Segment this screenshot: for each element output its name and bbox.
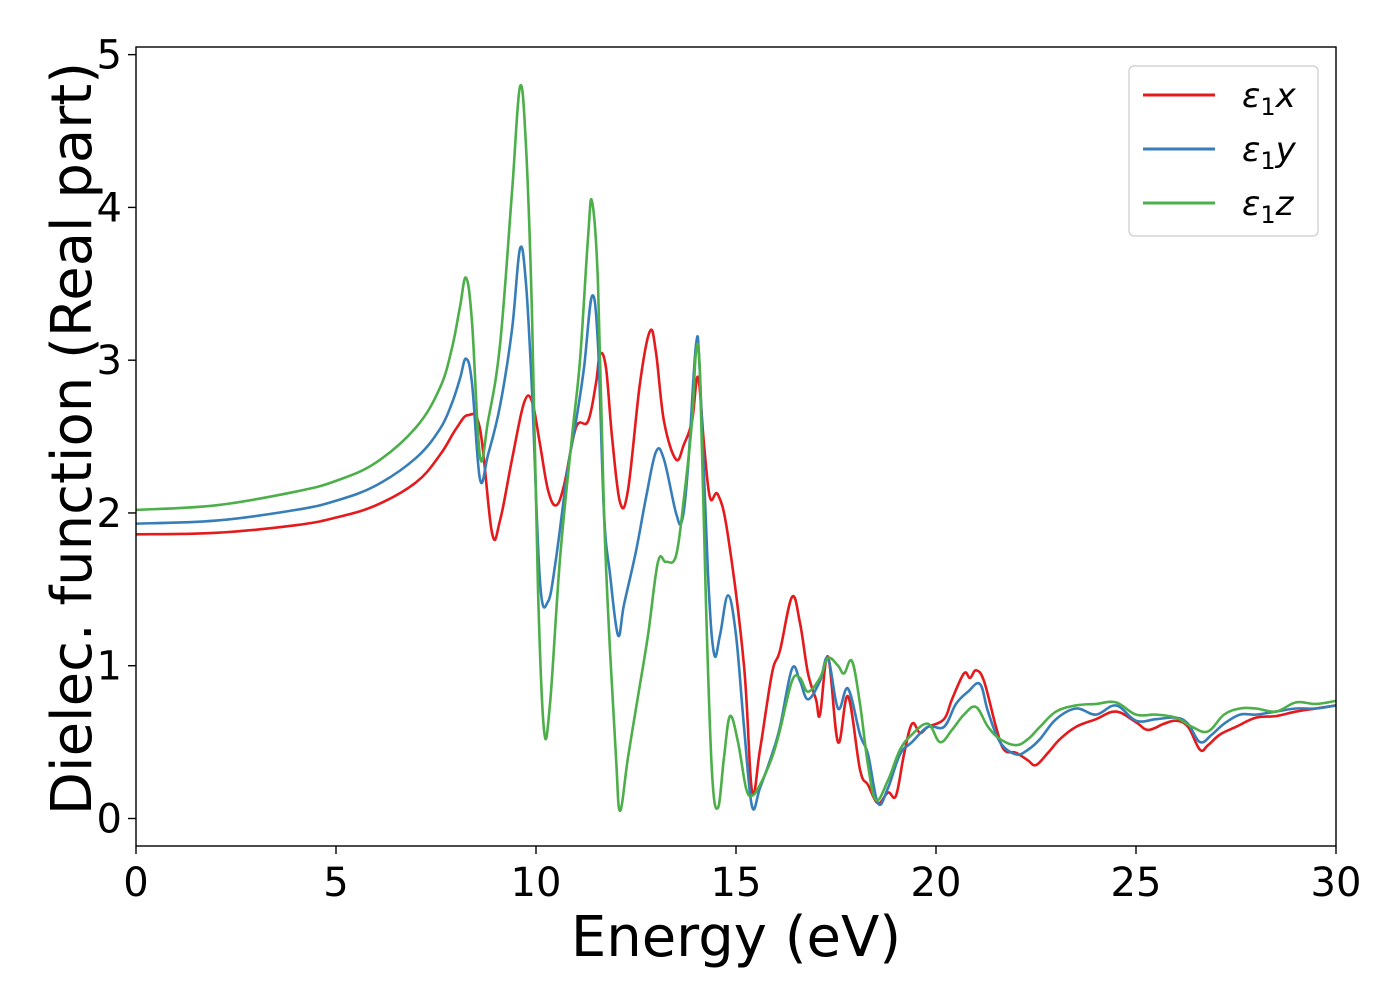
- legend-subscript: 1: [1260, 147, 1275, 175]
- legend-label-y: ε1y: [1242, 130, 1297, 175]
- y-tick-label: 0: [97, 797, 122, 843]
- y-tick-label: 1: [97, 644, 122, 690]
- legend-symbol: ε: [1242, 184, 1260, 224]
- series-line-y: [136, 245, 1336, 811]
- y-tick-label: 2: [97, 491, 122, 537]
- legend-symbol: ε: [1242, 76, 1260, 116]
- x-tick-label: 15: [711, 860, 762, 906]
- x-tick-label: 0: [123, 860, 148, 906]
- legend-variable: z: [1275, 184, 1295, 224]
- legend-label-z: ε1z: [1242, 184, 1295, 229]
- legend-subscript: 1: [1260, 201, 1275, 229]
- x-tick-label: 30: [1311, 860, 1362, 906]
- legend-label-x: ε1x: [1242, 76, 1297, 121]
- x-tick-label: 10: [511, 860, 562, 906]
- x-tick-label: 5: [323, 860, 348, 906]
- series-line-x: [136, 328, 1336, 805]
- y-tick-label: 4: [97, 185, 122, 231]
- x-tick-label: 25: [1111, 860, 1162, 906]
- y-tick-label: 5: [97, 33, 122, 79]
- series-line-z: [136, 83, 1336, 813]
- y-axis-label: Dielec. function (Real part): [40, 62, 105, 815]
- series-layer: [136, 83, 1336, 813]
- y-axis-ticks: 0 1 2 3 4 5: [97, 33, 136, 843]
- legend-variable: x: [1275, 76, 1297, 116]
- y-tick-label: 3: [97, 338, 122, 384]
- legend-subscript: 1: [1260, 93, 1275, 121]
- x-tick-label: 20: [911, 860, 962, 906]
- x-axis-label: Energy (eV): [571, 905, 901, 970]
- legend-box: [1128, 65, 1319, 237]
- legend-symbol: ε: [1242, 130, 1260, 170]
- x-axis-ticks: 0 5 10 15 20 25 30: [123, 846, 1361, 906]
- legend-variable: y: [1275, 130, 1297, 170]
